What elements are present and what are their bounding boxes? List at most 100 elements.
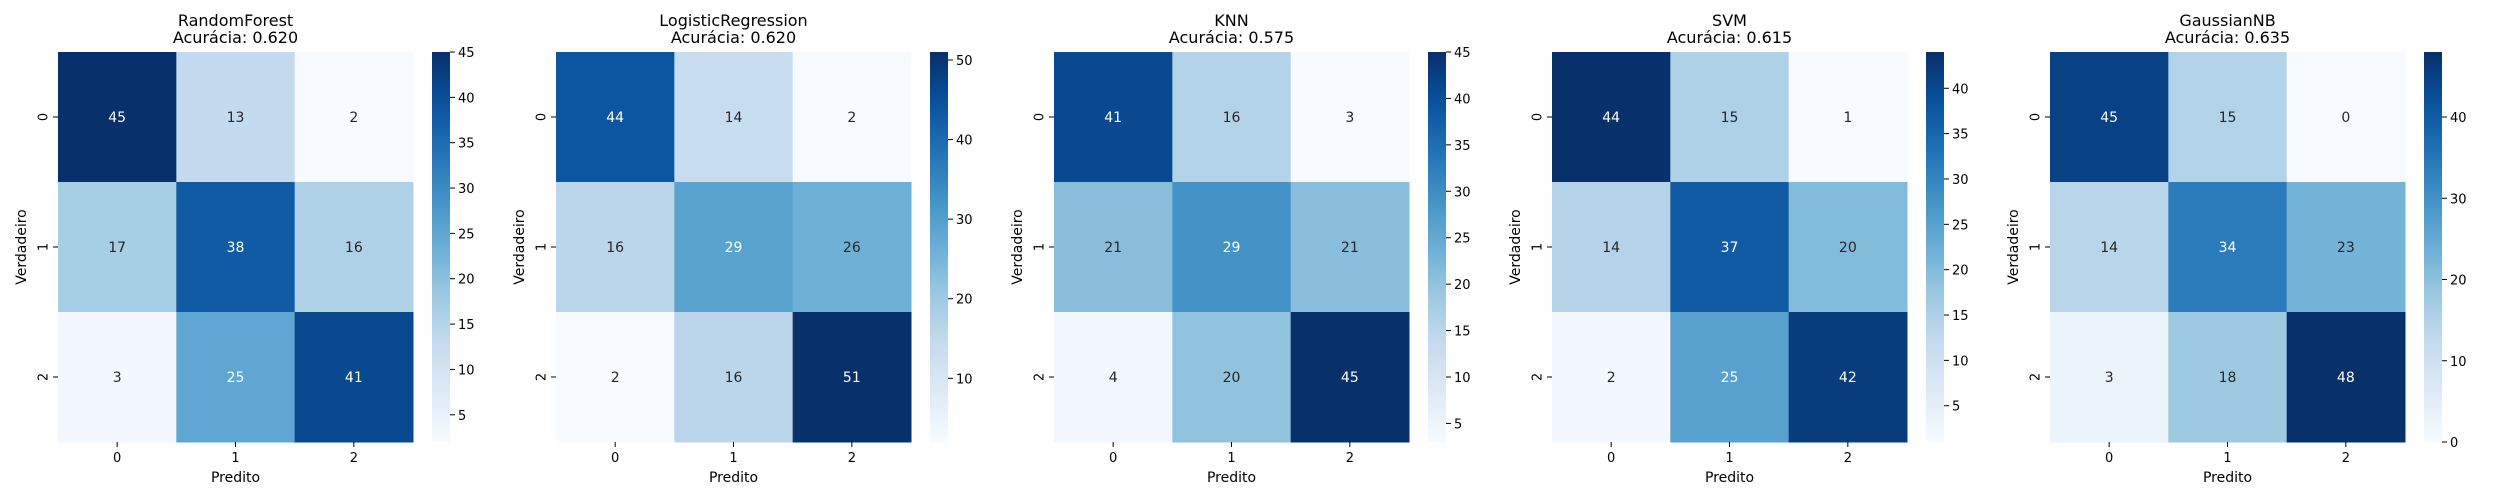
cell-value-label: 29 [1223, 240, 1241, 256]
colorbar-tick-label: 20 [458, 273, 475, 288]
heatmap-cell [1788, 52, 1908, 183]
panel-subtitle: Acurácia: 0.575 [1169, 28, 1294, 47]
colorbar-tick-label: 35 [458, 137, 475, 152]
colorbar-tick-label: 25 [1454, 232, 1471, 247]
colorbar-tick-label: 5 [1454, 417, 1462, 432]
heatmap-cell [674, 52, 794, 183]
colorbar-tick-label: 45 [458, 46, 475, 61]
heatmap-cell [792, 312, 912, 443]
y-tick-label: 0 [37, 113, 52, 121]
y-tick-label: 0 [2029, 113, 2044, 121]
y-tick-label: 1 [535, 243, 550, 251]
heatmap-cell [2286, 52, 2406, 183]
heatmap-cell [1788, 182, 1908, 313]
cell-value-label: 26 [843, 240, 861, 256]
heatmap-cell [2050, 312, 2169, 443]
y-axis-label: Verdadeiro [14, 209, 30, 284]
cell-value-label: 3 [1345, 110, 1354, 126]
heatmap-cell [2168, 52, 2288, 183]
cell-value-label: 25 [227, 370, 245, 386]
cell-value-label: 15 [2219, 110, 2237, 126]
colorbar-tick-label: 15 [1454, 325, 1471, 340]
heatmap-cell [1172, 182, 1292, 313]
heatmap-cell [1290, 52, 1410, 183]
panel-title: RandomForest [178, 11, 293, 30]
y-tick-label: 1 [1531, 243, 1546, 251]
colorbar-tick-label: 10 [1454, 371, 1471, 386]
cell-value-label: 3 [2105, 370, 2114, 386]
y-tick-label: 1 [1033, 243, 1048, 251]
colorbar-tick-label: 5 [458, 409, 466, 424]
panel-subtitle: Acurácia: 0.620 [671, 28, 796, 47]
cell-value-label: 16 [345, 240, 363, 256]
colorbar-tick-label: 40 [2450, 111, 2467, 126]
heatmap-cell [556, 312, 675, 443]
colorbar-tick-label: 20 [1952, 264, 1969, 279]
cell-value-label: 23 [2337, 240, 2355, 256]
cell-value-label: 45 [2100, 110, 2118, 126]
x-tick-label: 0 [113, 451, 121, 466]
colorbar [1926, 52, 1944, 442]
x-tick-label: 2 [2342, 451, 2350, 466]
colorbar-tick-label: 20 [1454, 278, 1471, 293]
heatmap-cell [294, 182, 414, 313]
y-tick-label: 2 [1033, 373, 1048, 381]
heatmap-cell [792, 52, 912, 183]
x-axis-label: Predito [211, 470, 260, 486]
x-tick-label: 1 [2223, 451, 2231, 466]
panel-subtitle: Acurácia: 0.635 [2165, 28, 2290, 47]
panel-subtitle: Acurácia: 0.620 [173, 28, 298, 47]
cell-value-label: 2 [1607, 370, 1616, 386]
colorbar [930, 52, 948, 442]
colorbar-tick-label: 30 [1454, 185, 1471, 200]
colorbar-tick-label: 30 [2450, 192, 2467, 207]
cell-value-label: 44 [606, 110, 624, 126]
colorbar-tick-label: 40 [1454, 92, 1471, 107]
heatmap-cell [674, 182, 794, 313]
cell-value-label: 16 [1223, 110, 1241, 126]
x-tick-label: 1 [1227, 451, 1235, 466]
cell-value-label: 14 [1602, 240, 1620, 256]
heatmap-cell [1670, 312, 1790, 443]
colorbar-tick-label: 10 [2450, 355, 2467, 370]
x-tick-label: 0 [611, 451, 619, 466]
heatmap-cell [2286, 182, 2406, 313]
y-tick-label: 2 [535, 373, 550, 381]
cell-value-label: 37 [1721, 240, 1739, 256]
heatmap-cell [58, 182, 177, 313]
y-tick-label: 0 [1033, 113, 1048, 121]
x-axis-label: Predito [1705, 470, 1754, 486]
x-axis-label: Predito [2203, 470, 2252, 486]
colorbar-tick-label: 40 [458, 91, 475, 106]
cell-value-label: 14 [2100, 240, 2118, 256]
heatmap-cell [1054, 312, 1173, 443]
heatmap-cell [1788, 312, 1908, 443]
panel-title: LogisticRegression [659, 11, 807, 30]
heatmap-cell [1290, 312, 1410, 443]
x-tick-label: 0 [2105, 451, 2113, 466]
heatmap-cell [2050, 52, 2169, 183]
cell-value-label: 14 [725, 110, 743, 126]
heatmap-cell [176, 182, 296, 313]
panel-title: SVM [1712, 11, 1747, 30]
cell-value-label: 21 [1341, 240, 1359, 256]
colorbar-tick-label: 15 [458, 318, 475, 333]
cell-value-label: 3 [113, 370, 122, 386]
cell-value-label: 0 [2341, 110, 2350, 126]
y-axis-label: Verdadeiro [1508, 209, 1524, 284]
cell-value-label: 48 [2337, 370, 2355, 386]
heatmap-cell [2286, 312, 2406, 443]
colorbar-tick-label: 35 [1952, 128, 1969, 143]
y-tick-label: 1 [37, 243, 52, 251]
y-tick-label: 2 [2029, 373, 2044, 381]
y-axis-label: Verdadeiro [2006, 209, 2022, 284]
heatmap-cell [294, 52, 414, 183]
colorbar-tick-label: 50 [956, 54, 973, 69]
colorbar-tick-label: 20 [956, 293, 973, 308]
x-tick-label: 0 [1109, 451, 1117, 466]
colorbar [432, 52, 450, 442]
heatmap-cell [58, 312, 177, 443]
